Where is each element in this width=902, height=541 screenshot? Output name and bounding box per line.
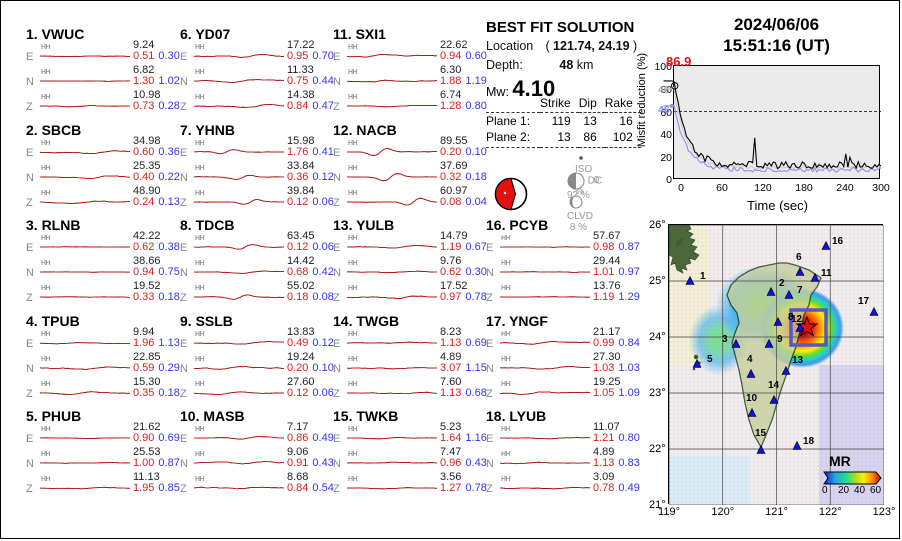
svg-text:3: 3 <box>722 334 728 345</box>
svg-text:11: 11 <box>821 268 832 279</box>
svg-text:5: 5 <box>707 354 713 365</box>
svg-text:14: 14 <box>768 380 780 391</box>
svg-text:17: 17 <box>858 296 870 307</box>
svg-text:16: 16 <box>832 236 844 247</box>
svg-text:15: 15 <box>755 428 767 439</box>
svg-text:18: 18 <box>803 436 815 447</box>
svg-text:7: 7 <box>797 285 803 296</box>
svg-text:10: 10 <box>746 393 758 404</box>
svg-text:4: 4 <box>747 354 753 365</box>
svg-text:9: 9 <box>777 334 783 345</box>
svg-text:2: 2 <box>779 278 785 289</box>
svg-text:1: 1 <box>700 271 706 282</box>
svg-text:12: 12 <box>791 314 803 325</box>
svg-text:6: 6 <box>796 252 802 263</box>
svg-text:13: 13 <box>792 355 804 366</box>
